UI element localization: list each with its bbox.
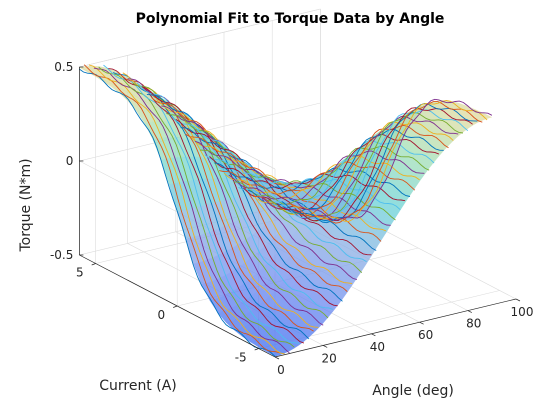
torque-curve [103,64,300,344]
y-tick-mark [91,263,96,266]
x-tick-label: 80 [466,317,481,331]
torque-curve [83,64,280,354]
y-axis-label: Current (A) [99,378,177,394]
torque-curve [88,64,285,355]
x-tick-mark [467,310,472,313]
chart-title: Polynomial Fit to Torque Data by Angle [136,11,445,27]
torque-curve [286,100,483,224]
torque-curve [98,66,295,348]
x-tick-label: 100 [511,305,534,319]
torque-curve [79,68,276,357]
x-tick-label: 40 [370,340,385,354]
x-tick-mark [515,298,521,302]
axes-lines [79,66,521,360]
torque-curve [127,78,324,326]
torque-curve [219,161,416,195]
z-axis-label: Torque (N*m) [18,158,34,252]
torque-curves [79,64,493,357]
torque-curve [291,100,488,222]
surface-patch [478,113,493,119]
x-tick-label: 60 [418,328,433,342]
torque-curve [199,149,396,221]
z-tick-label: 0 [66,154,74,168]
y-tick-mark [254,348,259,351]
torque-curve [262,116,459,219]
torque-curve [247,129,444,214]
y-tick-label: -5 [235,351,247,365]
torque-curve [228,150,425,201]
torque-curve [189,135,387,232]
tick-labels: 0 20 40 60 80 100 -5 0 5-0.5 0 0.5 [50,60,533,377]
torque-curve [204,154,401,211]
x-tick-mark [371,333,376,337]
torque-curve [214,162,411,197]
torque-curve [257,121,454,218]
torque-curve [242,133,440,210]
z-tick-label: -0.5 [50,248,73,262]
torque-curve [209,156,406,202]
x-tick-label: 0 [277,363,285,377]
torque-curve [238,140,435,209]
torque-curve [180,127,377,251]
x-tick-mark [323,345,328,348]
x-axis-label: Angle (deg) [372,383,454,399]
x-axis-line [274,298,517,358]
torque-curve [151,97,348,292]
x-tick-label: 20 [322,351,337,365]
y-tick-mark [173,305,178,308]
torque-curve [141,86,338,307]
y-tick-label: 0 [158,308,166,322]
box-edge [79,8,321,68]
x-tick-mark [419,321,424,325]
torque-curve [175,119,372,256]
torque-curve [93,67,290,354]
torque-curve [146,93,343,302]
torque-curve [136,82,333,310]
x-tick-mark [274,356,280,360]
torque-curve [295,98,493,221]
torque-curve [223,155,420,199]
y-tick-label: 5 [76,266,84,280]
torque-curve [122,72,319,328]
z-tick-label: 0.5 [54,60,73,74]
torque-curve [272,109,469,223]
